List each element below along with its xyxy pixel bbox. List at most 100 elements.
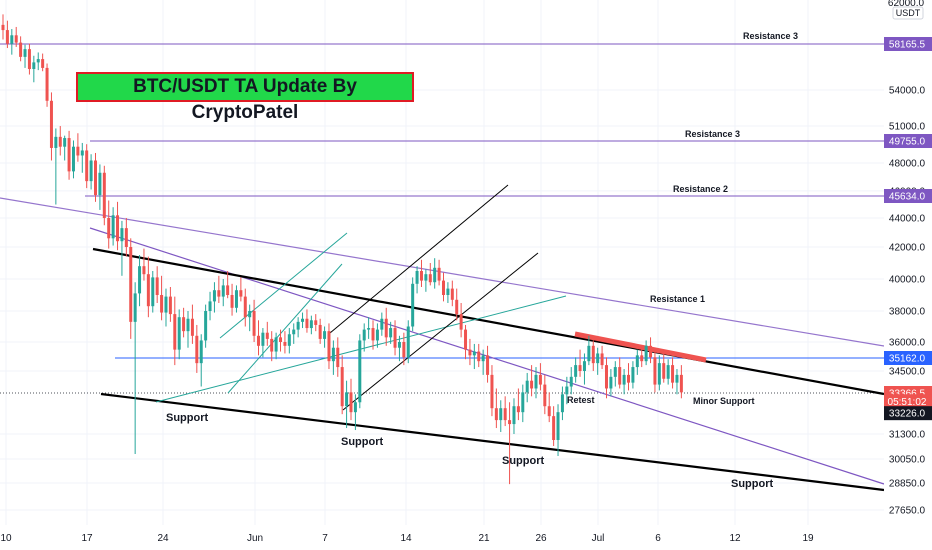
candle-body-88 <box>389 328 393 338</box>
candle-body-57 <box>252 311 256 336</box>
time-axis: 10 17 24 Jun 7 14 21 26 Jul 6 12 19 <box>0 526 932 550</box>
price-tag-label-5: 05:51:02 <box>888 397 927 408</box>
label-retest: Retest <box>567 395 595 405</box>
price-tag-label-4: 33366.5 <box>889 389 926 400</box>
candle-body-84 <box>371 328 375 341</box>
candle-body-153 <box>675 374 679 383</box>
price-tag-6 <box>884 406 932 421</box>
price-tag-2 <box>884 189 932 203</box>
candle-body-137 <box>604 365 608 389</box>
candle-body-35 <box>155 277 159 295</box>
candle-body-148 <box>653 357 657 385</box>
candle-body-138 <box>609 376 613 389</box>
candle-body-49 <box>217 290 221 297</box>
candle-body-4 <box>19 42 23 57</box>
candle-body-9 <box>41 59 45 68</box>
candle-body-73 <box>323 331 327 339</box>
candle-body-98 <box>433 267 437 283</box>
candle-body-51 <box>226 285 230 295</box>
candle-body-45 <box>199 340 203 364</box>
candle-body-124 <box>547 406 551 417</box>
tick-x-9: 6 <box>655 533 661 544</box>
tick-x-7: 26 <box>535 533 547 544</box>
tick-y-5: 42000.0 <box>889 243 926 254</box>
candle-body-99 <box>437 267 441 281</box>
candle-body-63 <box>279 337 283 342</box>
candle-body-103 <box>455 299 459 315</box>
tick-x-0: 10 <box>0 533 12 544</box>
candle-body-22 <box>98 172 102 196</box>
tick-x-4: 7 <box>322 533 328 544</box>
candle-body-54 <box>239 290 243 297</box>
candle-body-1 <box>5 30 9 44</box>
candle-body-97 <box>428 274 432 283</box>
price-tag-label-2: 45634.0 <box>889 192 926 203</box>
candle-body-117 <box>516 406 520 413</box>
candle-body-38 <box>168 296 172 315</box>
candle-body-14 <box>63 138 67 147</box>
candle-body-21 <box>94 160 98 196</box>
candle-body-128 <box>565 386 569 395</box>
candle-body-28 <box>124 228 128 247</box>
candle-body-115 <box>508 420 512 425</box>
candle-body-18 <box>80 150 84 156</box>
candle-body-56 <box>248 311 252 318</box>
tick-x-5: 14 <box>400 533 412 544</box>
candle-body-75 <box>331 347 335 362</box>
candle-body-106 <box>468 349 472 356</box>
candle-body-27 <box>120 228 124 242</box>
candle-body-47 <box>208 301 212 311</box>
resistance-highlight-bar <box>574 331 707 363</box>
label-resistance-3-mid: Resistance 3 <box>685 129 740 139</box>
candle-body-92 <box>406 326 410 358</box>
tick-x-10: 12 <box>729 533 741 544</box>
chart-title: BTC/USDT TA Update By CryptoPatel <box>76 72 414 123</box>
price-tag-5 <box>884 394 932 409</box>
candle-body-46 <box>204 311 208 341</box>
candle-body-131 <box>578 365 582 371</box>
tick-y-11: 30050.0 <box>889 455 926 466</box>
candle-body-69 <box>305 318 309 329</box>
candle-body-144 <box>635 355 639 368</box>
candle-body-33 <box>146 274 150 307</box>
candle-body-52 <box>230 295 234 308</box>
candle-body-29 <box>129 247 133 322</box>
candle-body-32 <box>142 266 146 275</box>
candle-body-76 <box>336 347 340 368</box>
candle-body-114 <box>503 408 507 421</box>
tick-x-6: 21 <box>478 533 490 544</box>
candle-body-119 <box>525 380 529 393</box>
candle-body-139 <box>613 367 617 377</box>
candle-body-150 <box>662 363 666 379</box>
price-tag-label-3: 35162.0 <box>889 354 926 365</box>
currency-label: USDT <box>896 8 921 18</box>
candle-body-60 <box>265 332 269 339</box>
candle-body-90 <box>397 342 401 348</box>
candle-body-25 <box>111 215 115 239</box>
candle-body-66 <box>292 329 296 335</box>
lower-wedge-line <box>100 392 885 492</box>
candle-body-12 <box>54 136 58 148</box>
candle-body-78 <box>345 392 349 407</box>
candle-body-39 <box>173 314 177 350</box>
candle-body-62 <box>274 337 278 352</box>
candle-body-41 <box>182 317 186 332</box>
candle-body-134 <box>591 345 595 364</box>
candle-body-44 <box>195 335 199 364</box>
candle-body-143 <box>631 367 635 383</box>
candle-body-58 <box>256 335 260 346</box>
candle-body-30 <box>133 293 137 322</box>
candle-body-55 <box>243 296 247 318</box>
label-support-4: Support <box>731 478 773 490</box>
candle-body-136 <box>600 353 604 366</box>
tick-y-1: 51000.0 <box>889 122 926 133</box>
annotation-labels: Resistance 3 Resistance 3 Resistance 2 Resi… <box>166 31 798 490</box>
candle-body-105 <box>464 329 468 350</box>
candle-body-67 <box>296 321 300 330</box>
price-tag-label-6: 33226.0 <box>889 409 926 420</box>
candle-body-100 <box>442 280 445 295</box>
candle-body-82 <box>362 329 366 341</box>
candle-body-15 <box>67 138 71 172</box>
candle-body-5 <box>23 49 27 57</box>
